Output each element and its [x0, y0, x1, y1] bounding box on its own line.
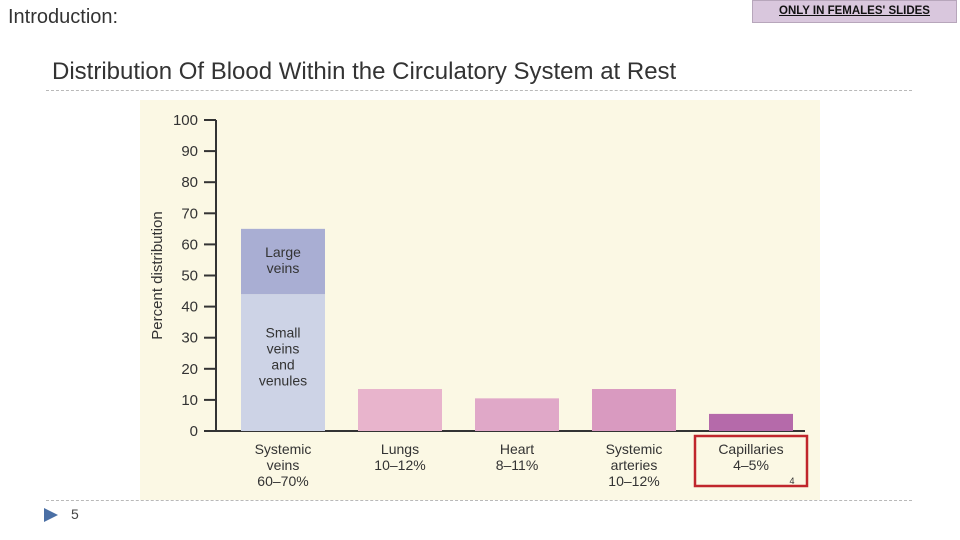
bar — [475, 398, 559, 431]
bar-inner-label: Small — [265, 325, 300, 341]
bar — [592, 389, 676, 431]
x-category-label: Capillaries — [718, 441, 783, 457]
y-tick-label: 40 — [181, 299, 198, 316]
x-category-label: veins — [267, 457, 300, 473]
x-category-label: Lungs — [381, 441, 419, 457]
y-tick-label: 10 — [181, 392, 198, 409]
footer-divider — [46, 500, 912, 501]
corner-mark: 4 — [789, 476, 794, 486]
y-tick-label: 0 — [190, 423, 198, 440]
capillaries-highlight-box — [693, 434, 809, 488]
y-tick-label: 100 — [173, 112, 198, 129]
x-category-label: Systemic — [606, 441, 663, 457]
bar — [709, 413, 793, 431]
bar-inner-label: and — [271, 357, 294, 373]
x-category-label: 4–5% — [733, 457, 769, 473]
bar-inner-label: veins — [267, 260, 300, 276]
x-category-label: Systemic — [255, 441, 312, 457]
y-tick-label: 70 — [181, 205, 198, 222]
y-tick-label: 80 — [181, 174, 198, 191]
bar-inner-label: Large — [265, 244, 301, 260]
bar-inner-label: venules — [259, 373, 307, 389]
x-category-label: 10–12% — [374, 457, 425, 473]
x-category-label: 60–70% — [257, 473, 308, 489]
title-divider — [46, 90, 912, 91]
x-category-label: Heart — [500, 441, 534, 457]
y-tick-label: 30 — [181, 330, 198, 347]
x-category-label: 8–11% — [496, 457, 539, 473]
page-number: 5 — [71, 506, 79, 522]
females-only-badge: ONLY IN FEMALES' SLIDES — [752, 0, 957, 23]
y-tick-label: 20 — [181, 361, 198, 378]
y-tick-label: 60 — [181, 236, 198, 253]
bar-large-veins — [241, 228, 325, 295]
y-axis-title: Percent distribution — [149, 211, 166, 339]
triangle-bullet-icon — [44, 508, 58, 522]
section-heading: Introduction: — [8, 6, 119, 28]
y-tick-label: 50 — [181, 268, 198, 285]
bar-inner-label: veins — [267, 341, 300, 357]
x-category-label: 10–12% — [608, 473, 659, 489]
blood-distribution-chart: 0 10 20 30 40 50 60 70 80 90 100 Percent distributi… — [140, 100, 820, 500]
y-tick-label: 90 — [181, 143, 198, 160]
x-category-label: arteries — [611, 457, 658, 473]
bar — [358, 389, 442, 431]
chart-svg: 0 10 20 30 40 50 60 70 80 90 100 Percent distributi… — [149, 112, 809, 489]
bar-small-veins — [241, 294, 325, 431]
slide-title: Distribution Of Blood Within the Circula… — [52, 58, 677, 85]
